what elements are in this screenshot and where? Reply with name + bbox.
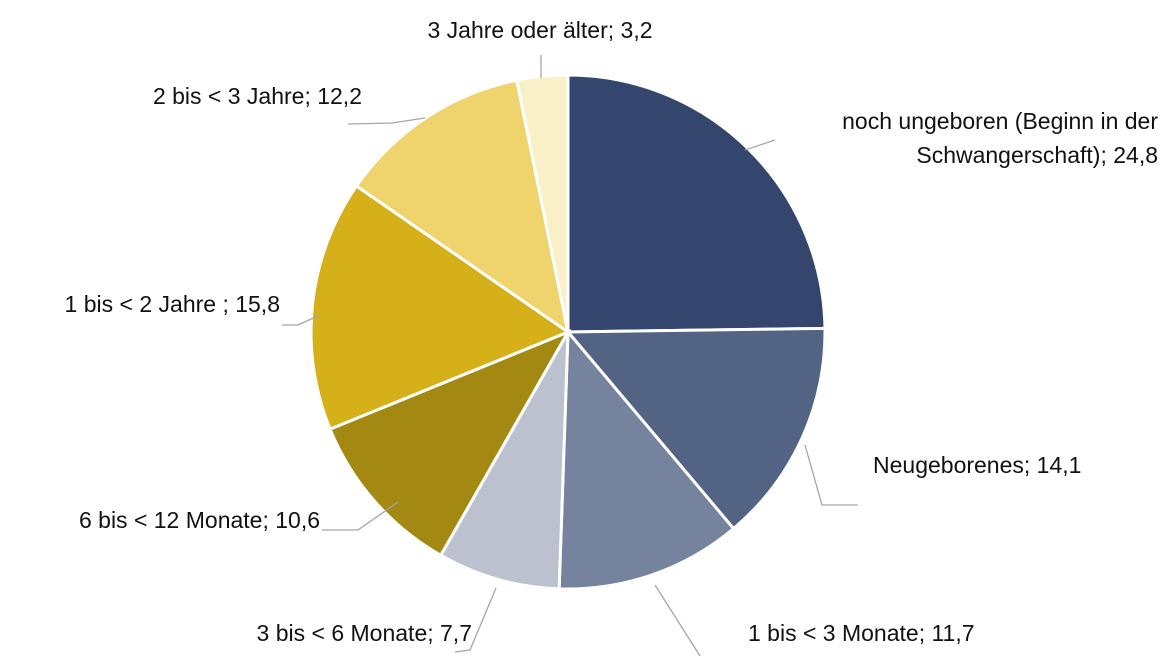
pie-slice (328, 328, 572, 558)
data-label: 3 Jahre oder älter; 3,2 (427, 17, 653, 43)
data-label: Neugeborenes; 14,1 (873, 452, 1082, 478)
pie-slice (514, 73, 570, 333)
leader-line (454, 587, 497, 653)
data-label: 6 bis < 12 Monate; 10,6 (78, 507, 320, 533)
data-label: noch ungeboren (Beginn in der Schwangers… (842, 108, 1158, 168)
leader-line (804, 444, 858, 506)
pie-slice (354, 78, 571, 336)
pie-slice (564, 326, 827, 531)
data-label: 3 bis < 6 Monate; 7,7 (256, 620, 472, 646)
pie-slice (557, 328, 736, 591)
leader-line (744, 139, 776, 151)
pie-slice (438, 331, 570, 591)
leader-line (322, 501, 399, 531)
leader-line (282, 314, 321, 326)
leader-line (347, 117, 426, 125)
data-label: 2 bis < 3 Jahre; 12,2 (152, 83, 362, 109)
leader-line (654, 584, 701, 656)
pie-slice (309, 183, 572, 432)
data-label: 1 bis < 2 Jahre ; 15,8 (64, 291, 280, 317)
data-label: 1 bis < 3 Monate; 11,7 (748, 620, 975, 646)
